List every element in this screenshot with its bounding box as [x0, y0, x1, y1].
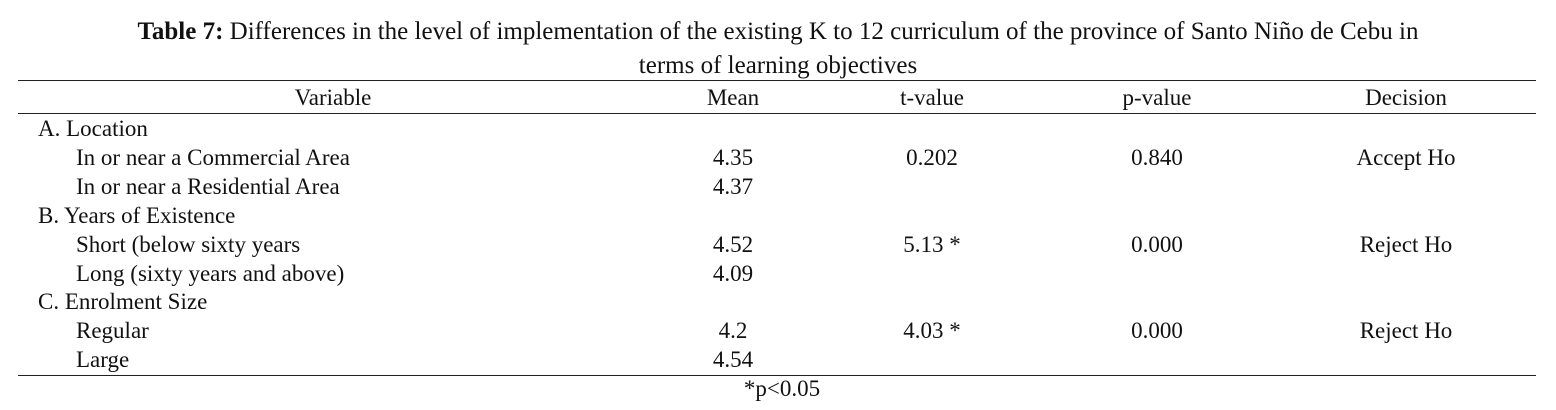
row-label: In or near a Residential Area [76, 173, 340, 199]
column-header: Mean [706, 85, 760, 110]
section-label: B. Years of Existence [38, 202, 236, 228]
caption-text: Differences in the level of implementati… [229, 18, 1419, 45]
cell: 4.03 * [903, 318, 961, 344]
column-header: p-value [1122, 85, 1192, 110]
caption-line: terms of learning objectives [638, 52, 918, 79]
cell: 5.13 * [903, 231, 961, 257]
section-label: C. Enrolment Size [38, 289, 208, 315]
cell: 0.840 [1131, 144, 1183, 170]
cell: Accept Ho [1356, 144, 1456, 170]
column-header: Decision [1365, 85, 1447, 110]
cell: 0.000 [1131, 231, 1183, 257]
row-label: In or near a Commercial Area [76, 144, 350, 170]
cell: 4.52 [712, 231, 754, 257]
cell: 4.54 [712, 347, 754, 373]
caption-line: Table 7: Differences in the level of imp… [0, 18, 1556, 46]
section-label: A. Location [38, 116, 148, 141]
cell: 4.09 [712, 260, 754, 286]
cell: Reject Ho [1359, 231, 1453, 257]
top-rule [18, 80, 1536, 81]
header-rule [18, 113, 1536, 114]
caption-label: Table 7: [137, 18, 224, 45]
column-header: t-value [900, 85, 964, 110]
column-header: Variable [294, 85, 372, 110]
row-label: Large [76, 347, 130, 373]
cell: 4.35 [712, 144, 754, 170]
footnote: *p<0.05 [743, 376, 821, 401]
cell: 4.37 [712, 173, 754, 199]
row-label: Short (below sixty years [76, 231, 301, 257]
row-label: Regular [76, 318, 149, 344]
bottom-rule [18, 375, 1536, 376]
cell: Reject Ho [1359, 318, 1453, 344]
cell: 4.2 [718, 318, 748, 344]
cell: 0.202 [906, 144, 958, 170]
cell: 0.000 [1131, 318, 1183, 344]
row-label: Long (sixty years and above) [76, 260, 345, 286]
